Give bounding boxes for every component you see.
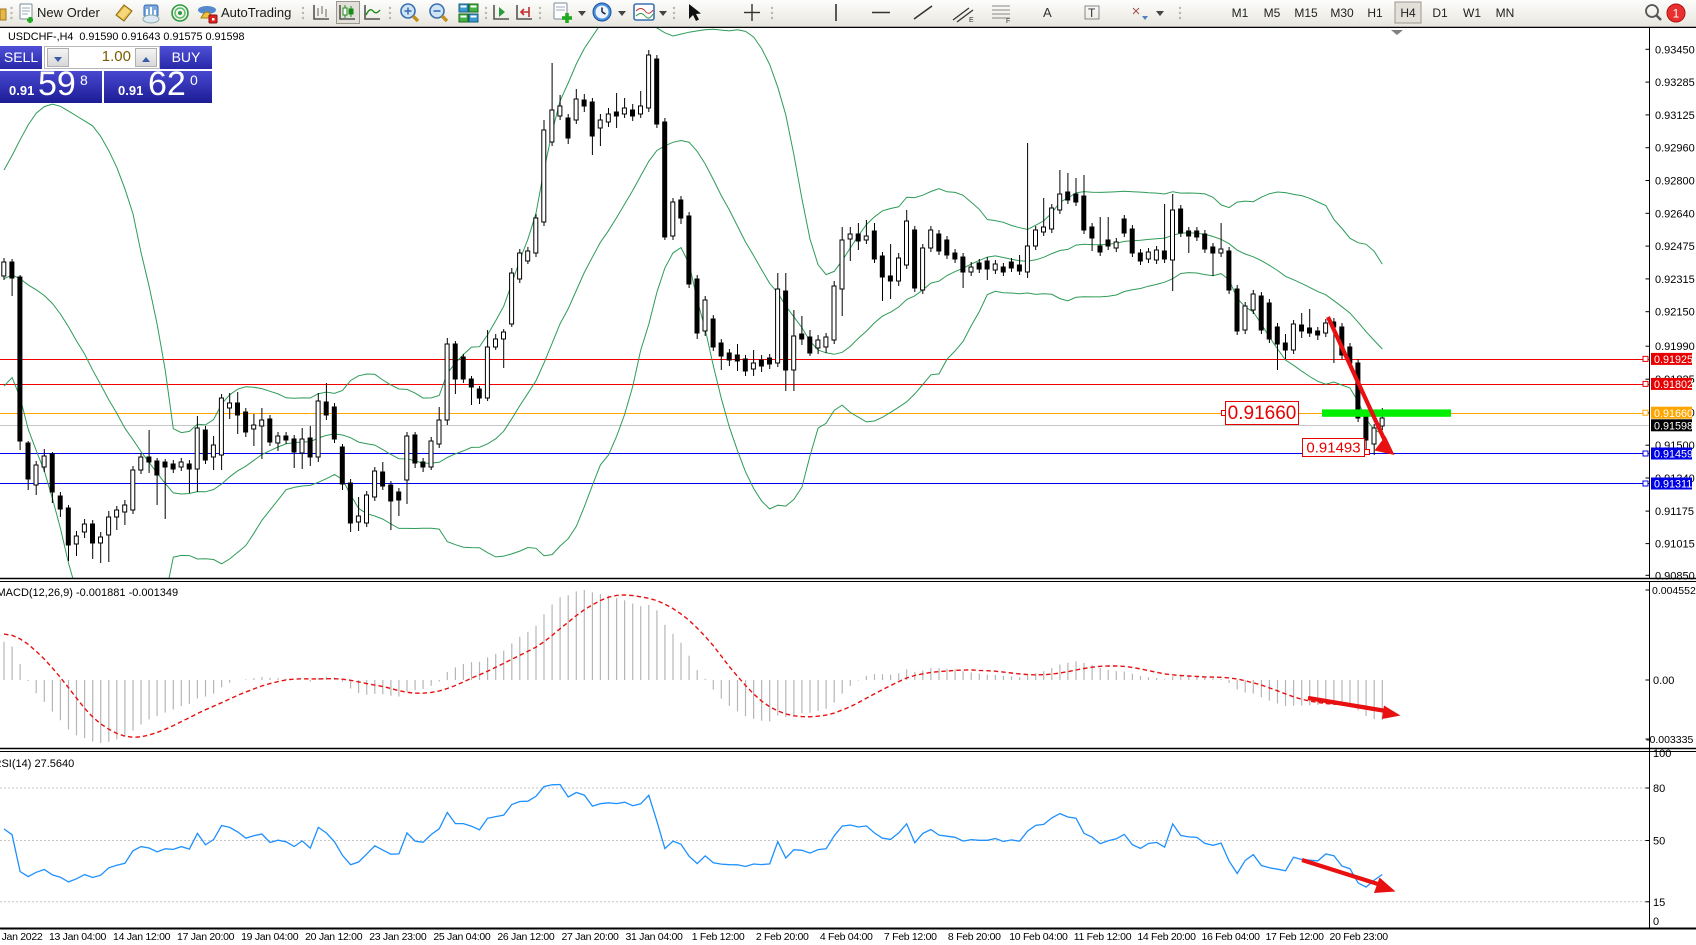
svg-text:11 Feb 12:00: 11 Feb 12:00 (1074, 931, 1132, 943)
svg-text:14 Feb 20:00: 14 Feb 20:00 (1137, 931, 1196, 943)
svg-text:M1: M1 (1232, 6, 1249, 20)
svg-text:M5: M5 (1264, 6, 1281, 20)
svg-text:0.91459: 0.91459 (1654, 449, 1693, 461)
svg-text:31 Jan 04:00: 31 Jan 04:00 (625, 931, 683, 943)
svg-text:25 Jan 04:00: 25 Jan 04:00 (433, 931, 491, 943)
svg-text:A: A (1043, 5, 1052, 20)
svg-text:AutoTrading: AutoTrading (221, 5, 291, 20)
svg-text:RSI(14) 27.5640: RSI(14) 27.5640 (0, 758, 74, 770)
svg-text:M15: M15 (1294, 6, 1318, 20)
svg-text:0.91598: 0.91598 (1654, 421, 1693, 433)
svg-text:H1: H1 (1367, 6, 1383, 20)
svg-text:0.93125: 0.93125 (1655, 110, 1695, 122)
svg-text:4 Feb 04:00: 4 Feb 04:00 (820, 931, 873, 943)
svg-text:0.91015: 0.91015 (1655, 539, 1695, 551)
svg-text:-0.003335: -0.003335 (1646, 734, 1693, 746)
svg-text:100: 100 (1653, 748, 1671, 760)
svg-text:0.91311: 0.91311 (1654, 479, 1692, 491)
svg-text:0.00: 0.00 (1653, 675, 1674, 687)
svg-text:E: E (969, 17, 974, 24)
svg-text:0.92475: 0.92475 (1655, 241, 1695, 253)
svg-text:1: 1 (1673, 7, 1680, 21)
svg-text:20 Feb 23:00: 20 Feb 23:00 (1330, 931, 1389, 943)
svg-text:M30: M30 (1330, 6, 1354, 20)
svg-text:Jan 2022: Jan 2022 (2, 931, 43, 943)
svg-text:0.92315: 0.92315 (1655, 274, 1695, 286)
svg-text:H4: H4 (1400, 6, 1416, 20)
svg-text:0.91660: 0.91660 (1654, 408, 1693, 420)
svg-text:0.92640: 0.92640 (1655, 208, 1695, 220)
svg-text:0.93285: 0.93285 (1655, 77, 1695, 89)
svg-text:0.91175: 0.91175 (1655, 506, 1694, 518)
svg-text:0.91660: 0.91660 (1228, 403, 1297, 424)
svg-text:19 Jan 04:00: 19 Jan 04:00 (241, 931, 299, 943)
svg-text:50: 50 (1653, 836, 1665, 848)
svg-text:1 Feb 12:00: 1 Feb 12:00 (692, 931, 745, 943)
svg-text:2 Feb 20:00: 2 Feb 20:00 (756, 931, 809, 943)
svg-text:F: F (1006, 18, 1010, 25)
svg-text:16 Feb 04:00: 16 Feb 04:00 (1201, 931, 1260, 943)
svg-text:17 Feb 12:00: 17 Feb 12:00 (1265, 931, 1324, 943)
svg-text:0.004552: 0.004552 (1652, 585, 1696, 597)
svg-text:MN: MN (1496, 6, 1515, 20)
svg-text:15: 15 (1653, 897, 1665, 909)
svg-text:8 Feb 20:00: 8 Feb 20:00 (948, 931, 1001, 943)
svg-text:17 Jan 20:00: 17 Jan 20:00 (177, 931, 235, 943)
svg-text:0.91802: 0.91802 (1654, 379, 1693, 391)
svg-text:13 Jan 04:00: 13 Jan 04:00 (49, 931, 107, 943)
svg-text:23 Jan 23:00: 23 Jan 23:00 (369, 931, 427, 943)
svg-text:0.92800: 0.92800 (1655, 176, 1695, 188)
svg-text:D1: D1 (1432, 6, 1448, 20)
svg-text:0.92150: 0.92150 (1655, 307, 1695, 319)
svg-text:MACD(12,26,9) -0.001881 -0.001: MACD(12,26,9) -0.001881 -0.001349 (0, 587, 178, 599)
svg-text:14 Jan 12:00: 14 Jan 12:00 (113, 931, 171, 943)
svg-text:26 Jan 12:00: 26 Jan 12:00 (497, 931, 555, 943)
svg-text:0: 0 (1653, 916, 1659, 928)
svg-text:80: 80 (1653, 783, 1665, 795)
svg-text:0.93450: 0.93450 (1655, 44, 1695, 56)
svg-text:T: T (1088, 6, 1096, 20)
svg-text:10 Feb 04:00: 10 Feb 04:00 (1009, 931, 1068, 943)
svg-text:20 Jan 12:00: 20 Jan 12:00 (305, 931, 363, 943)
svg-text:0.91990: 0.91990 (1655, 341, 1695, 353)
svg-text:0.91493: 0.91493 (1306, 440, 1360, 457)
svg-text:7 Feb 12:00: 7 Feb 12:00 (884, 931, 937, 943)
svg-text:USDCHF-,H4 0.91590 0.91643 0.: USDCHF-,H4 0.91590 0.91643 0.91575 0.915… (8, 31, 245, 43)
svg-text:0.90850: 0.90850 (1655, 570, 1695, 582)
svg-text:0.91925: 0.91925 (1654, 354, 1693, 366)
svg-text:W1: W1 (1463, 6, 1481, 20)
svg-text:27 Jan 20:00: 27 Jan 20:00 (561, 931, 619, 943)
svg-text:New Order: New Order (37, 5, 101, 20)
svg-text:0.92960: 0.92960 (1655, 143, 1695, 155)
